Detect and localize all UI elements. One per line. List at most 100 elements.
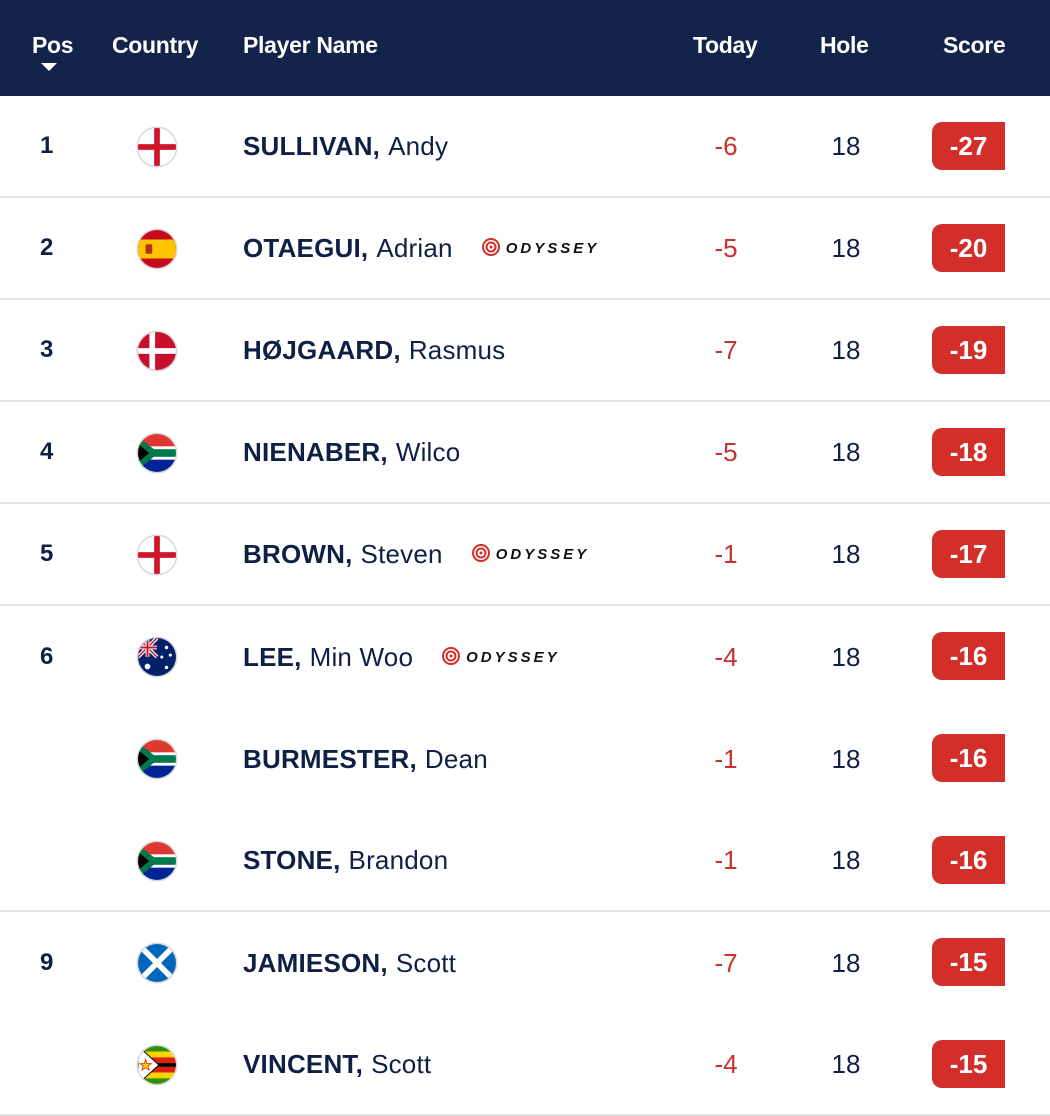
player-name[interactable]: JAMIESON, Scott (243, 912, 456, 1014)
hole-number: 18 (831, 1048, 861, 1079)
table-row[interactable]: BURMESTER, Dean -1 18 -16 (0, 708, 1050, 810)
spain-flag-icon (138, 230, 176, 268)
south-africa-flag-icon (138, 434, 176, 472)
south-africa-flag-icon (138, 842, 176, 880)
hole-number: 18 (831, 947, 861, 978)
table-row[interactable]: 3 HØJGAARD, Rasmus -7 18 -19 (0, 300, 1050, 402)
player-surname: BROWN, (243, 538, 353, 569)
hole-number: 18 (831, 743, 861, 774)
today-score: -1 (714, 538, 738, 569)
player-name[interactable]: HØJGAARD, Rasmus (243, 300, 505, 400)
header-score[interactable]: Score (943, 32, 1006, 58)
hole-number: 18 (831, 641, 861, 672)
odyssey-sponsor-logo: ODYSSEY (441, 642, 560, 673)
sponsor-text: ODYSSEY (505, 239, 600, 257)
table-row[interactable]: 1 SULLIVAN, Andy -6 18 -27 (0, 96, 1050, 198)
hole-number: 18 (831, 538, 861, 569)
player-surname: HØJGAARD, (243, 334, 401, 365)
player-first-name: Wilco (395, 436, 461, 467)
sponsor-text: ODYSSEY (495, 545, 590, 563)
player-name[interactable]: STONE, Brandon (243, 810, 448, 910)
position: 4 (40, 438, 54, 465)
today-score: -1 (714, 844, 738, 875)
south-africa-flag-icon (138, 740, 176, 778)
total-score-badge: -18 (932, 428, 1005, 476)
player-name[interactable]: BROWN, Steven ODYSSEY (243, 504, 589, 604)
player-first-name: Brandon (348, 844, 449, 875)
player-first-name: Rasmus (408, 334, 506, 365)
hole-number: 18 (831, 232, 861, 263)
player-name[interactable]: VINCENT, Scott (243, 1014, 431, 1114)
odyssey-sponsor-logo: ODYSSEY (481, 233, 600, 264)
odyssey-swirl-icon (441, 642, 461, 673)
player-name[interactable]: OTAEGUI, Adrian ODYSSEY (243, 198, 599, 298)
player-first-name: Adrian (376, 232, 453, 263)
position: 6 (40, 643, 54, 670)
player-name[interactable]: NIENABER, Wilco (243, 402, 460, 502)
total-score-badge: -17 (932, 530, 1005, 578)
total-score-badge: -15 (932, 938, 1005, 986)
hole-number: 18 (831, 844, 861, 875)
table-row[interactable]: VINCENT, Scott -4 18 -15 (0, 1014, 1050, 1116)
today-score: -5 (714, 436, 738, 467)
total-score-badge: -16 (932, 734, 1005, 782)
today-score: -4 (714, 641, 738, 672)
england-flag-icon (138, 536, 176, 574)
denmark-flag-icon (138, 332, 176, 370)
today-score: -1 (714, 743, 738, 774)
table-row[interactable]: STONE, Brandon -1 18 -16 (0, 810, 1050, 912)
total-score-badge: -19 (932, 326, 1005, 374)
player-first-name: Dean (424, 743, 488, 774)
header-player-name[interactable]: Player Name (243, 32, 378, 58)
table-row[interactable]: 5 BROWN, Steven ODYSSEY -1 18 -17 (0, 504, 1050, 606)
hole-number: 18 (831, 334, 861, 365)
position: 5 (40, 540, 54, 567)
today-score: -6 (714, 130, 738, 161)
leaderboard-table: 1 SULLIVAN, Andy -6 18 -27 2 OTAEGUI, Adri… (0, 96, 1050, 1116)
odyssey-sponsor-logo: ODYSSEY (471, 539, 590, 570)
today-score: -7 (714, 947, 738, 978)
hole-number: 18 (831, 436, 861, 467)
player-first-name: Min Woo (309, 641, 414, 672)
today-score: -4 (714, 1048, 738, 1079)
player-name[interactable]: BURMESTER, Dean (243, 708, 488, 810)
australia-flag-icon (138, 638, 176, 676)
zimbabwe-flag-icon (138, 1046, 176, 1084)
player-surname: BURMESTER, (243, 743, 417, 774)
player-first-name: Steven (360, 538, 443, 569)
table-row[interactable]: 2 OTAEGUI, Adrian ODYSSEY -5 18 -20 (0, 198, 1050, 300)
leaderboard-header: Pos Country Player Name Today Hole Score (0, 0, 1050, 96)
table-row[interactable]: 6 LEE, Min Woo ODYSSEY -4 18 -16 (0, 606, 1050, 708)
table-row[interactable]: 9 JAMIESON, Scott -7 18 -15 (0, 912, 1050, 1014)
today-score: -7 (714, 334, 738, 365)
total-score-badge: -16 (932, 632, 1005, 680)
position: 9 (40, 949, 54, 976)
header-today[interactable]: Today (693, 32, 758, 58)
total-score-badge: -16 (932, 836, 1005, 884)
header-country[interactable]: Country (112, 32, 199, 58)
player-surname: STONE, (243, 844, 341, 875)
odyssey-swirl-icon (471, 539, 491, 570)
position: 2 (40, 234, 54, 261)
total-score-badge: -15 (932, 1040, 1005, 1088)
player-first-name: Andy (388, 130, 449, 161)
player-surname: SULLIVAN, (243, 130, 381, 161)
player-name[interactable]: LEE, Min Woo ODYSSEY (243, 606, 560, 708)
player-surname: VINCENT, (243, 1048, 364, 1079)
player-first-name: Scott (371, 1048, 432, 1079)
odyssey-swirl-icon (481, 233, 501, 264)
player-first-name: Scott (395, 947, 457, 978)
table-row[interactable]: 4 NIENABER, Wilco -5 18 -18 (0, 402, 1050, 504)
scotland-flag-icon (138, 944, 176, 982)
total-score-badge: -20 (932, 224, 1005, 272)
today-score: -5 (714, 232, 738, 263)
total-score-badge: -27 (932, 122, 1005, 170)
player-surname: OTAEGUI, (243, 232, 369, 263)
player-surname: NIENABER, (243, 436, 388, 467)
sort-down-icon[interactable] (41, 63, 57, 71)
header-pos[interactable]: Pos (32, 32, 74, 58)
player-name[interactable]: SULLIVAN, Andy (243, 96, 448, 196)
header-hole[interactable]: Hole (820, 32, 869, 58)
hole-number: 18 (831, 130, 861, 161)
player-surname: LEE, (243, 641, 302, 672)
